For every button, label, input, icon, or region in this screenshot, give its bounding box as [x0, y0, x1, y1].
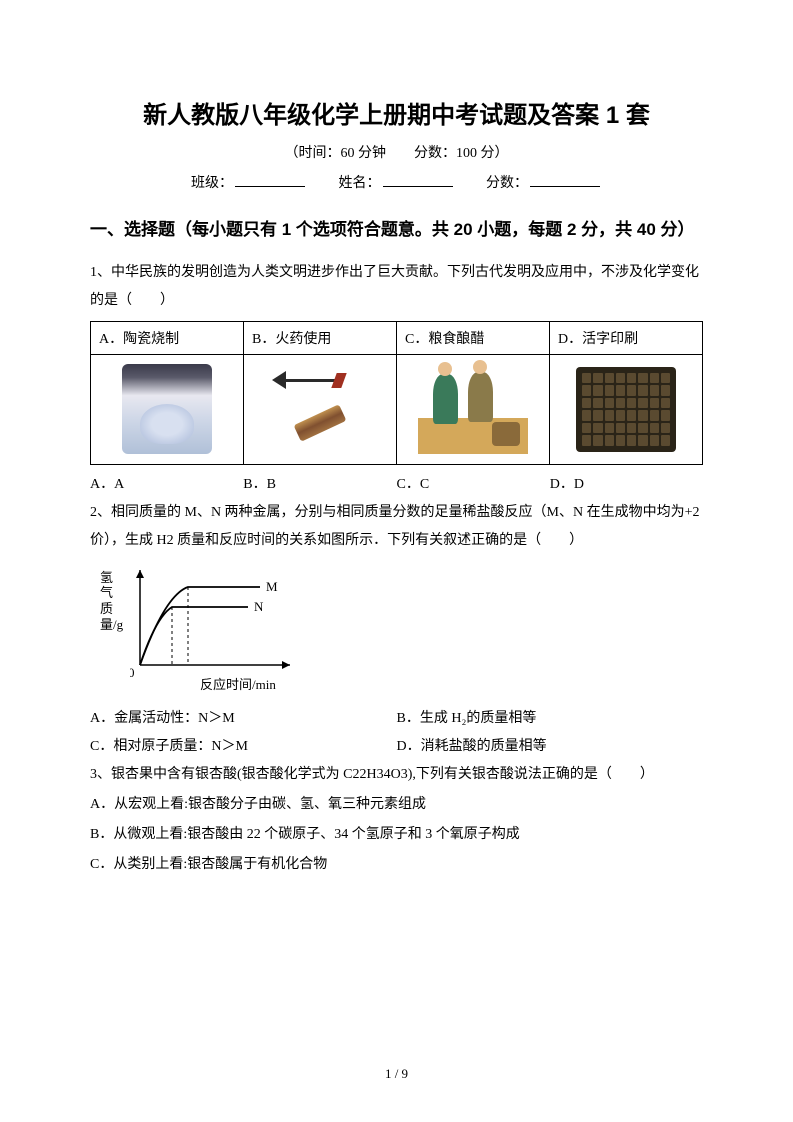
series-m-line — [140, 587, 260, 665]
q2-options-row1: A．金属活动性：N＞M B．生成 H₂的质量相等 — [90, 705, 703, 733]
question-1-text: 1、中华民族的发明创造为人类文明进步作出了巨大贡献。下列古代发明及应用中，不涉及… — [90, 259, 703, 315]
q1-answer-options: A．A B．B C．C D．D — [90, 471, 703, 499]
q2-options-row2: C．相对原子质量：N＞M D．消耗盐酸的质量相等 — [90, 733, 703, 761]
q1-img-printing-cell — [550, 354, 703, 464]
q3-opt-c: C．从类别上看:银杏酸属于有机化合物 — [90, 851, 703, 879]
q1-opt-d-label: D．活字印刷 — [550, 321, 703, 354]
q1-img-gunpowder-cell — [244, 354, 397, 464]
name-blank[interactable] — [383, 186, 453, 187]
question-1-table: A．陶瓷烧制 B．火药使用 C．粮食酿醋 D．活字印刷 — [90, 321, 703, 465]
q1-ans-d: D．D — [550, 471, 703, 499]
q1-img-brewing-cell — [397, 354, 550, 464]
document-title: 新人教版八年级化学上册期中考试题及答案 1 套 — [90, 95, 703, 130]
series-n-label: N — [254, 599, 264, 614]
brewing-image — [418, 364, 528, 454]
q3-opt-a: A．从宏观上看:银杏酸分子由碳、氢、氧三种元素组成 — [90, 791, 703, 819]
gunpowder-image — [270, 364, 370, 454]
score-label: 分数： — [486, 176, 528, 191]
section-1-header: 一、选择题（每小题只有 1 个选项符合题意。共 20 小题，每题 2 分，共 4… — [90, 210, 703, 251]
chart-x-axis-label: 反应时间/min — [200, 674, 276, 693]
q1-option-labels-row: A．陶瓷烧制 B．火药使用 C．粮食酿醋 D．活字印刷 — [91, 321, 703, 354]
q3-opt-b: B．从微观上看:银杏酸由 22 个碳原子、34 个氢原子和 3 个氧原子构成 — [90, 821, 703, 849]
barrel-icon — [492, 422, 520, 446]
q1-ans-c: C．C — [397, 471, 550, 499]
arrow-icon — [280, 379, 340, 382]
q2-opt-d: D．消耗盐酸的质量相等 — [397, 733, 704, 761]
series-m-label: M — [266, 579, 278, 594]
class-blank[interactable] — [235, 186, 305, 187]
question-3-text: 3、银杏果中含有银杏酸(银杏酸化学式为 C22H34O3),下列有关银杏酸说法正… — [90, 761, 703, 789]
chart-plot-area: M N 0 反应时间/min — [130, 565, 300, 685]
cannon-icon — [294, 405, 347, 442]
movable-type-image — [576, 367, 676, 452]
q2-opt-c: C．相对原子质量：N＞M — [90, 733, 397, 761]
class-label: 班级： — [191, 176, 233, 191]
page-number: 1 / 9 — [0, 1066, 793, 1082]
ceramic-vase-image — [122, 364, 212, 454]
student-info-line: 班级： 姓名： 分数： — [90, 172, 703, 192]
q1-opt-a-label: A．陶瓷烧制 — [91, 321, 244, 354]
person-icon — [468, 372, 493, 422]
chart-y-axis-label: 氢气质量/g — [100, 570, 114, 632]
y-axis-arrow-icon — [136, 570, 144, 578]
q1-opt-b-label: B．火药使用 — [244, 321, 397, 354]
exam-subtitle: （时间：60 分钟 分数：100 分） — [90, 142, 703, 162]
chart-origin: 0 — [130, 665, 135, 680]
person-icon — [433, 374, 458, 424]
q1-ans-a: A．A — [90, 471, 243, 499]
name-label: 姓名： — [339, 176, 381, 191]
q1-ans-b: B．B — [243, 471, 396, 499]
q2-opt-a: A．金属活动性：N＞M — [90, 705, 397, 733]
score-blank[interactable] — [530, 186, 600, 187]
x-axis-arrow-icon — [282, 661, 290, 669]
series-n-line — [140, 607, 248, 665]
q2-opt-b: B．生成 H₂的质量相等 — [397, 705, 704, 733]
q1-opt-c-label: C．粮食酿醋 — [397, 321, 550, 354]
chart-svg: M N 0 — [130, 565, 300, 685]
q2-chart: 氢气质量/g M N 0 反应时间/min — [100, 565, 300, 695]
q1-img-ceramic-cell — [91, 354, 244, 464]
q1-images-row — [91, 354, 703, 464]
question-2-text: 2、相同质量的 M、N 两种金属，分别与相同质量分数的足量稀盐酸反应（M、N 在… — [90, 499, 703, 555]
